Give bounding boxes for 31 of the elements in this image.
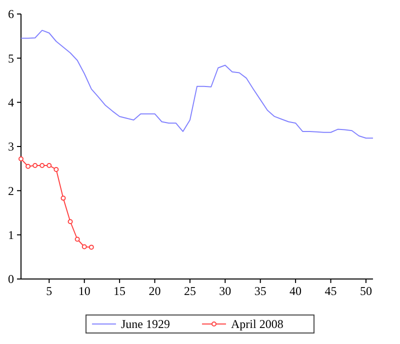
y-tick-label: 1 — [8, 228, 14, 242]
x-tick-label: 15 — [114, 284, 126, 298]
x-tick-label: 30 — [219, 284, 232, 298]
x-tick-label: 5 — [46, 284, 52, 298]
point — [40, 162, 45, 168]
x-tick-label: 10 — [78, 284, 90, 298]
y-tick-label: 3 — [8, 140, 14, 154]
x-tick-label: 50 — [360, 284, 372, 298]
point — [54, 166, 59, 172]
point — [18, 156, 24, 162]
point — [82, 244, 87, 250]
point — [88, 244, 94, 250]
point — [68, 219, 73, 224]
y-tick-label: 2 — [8, 184, 14, 198]
point — [74, 236, 80, 242]
point — [60, 196, 66, 201]
x-tick-label: 40 — [290, 284, 302, 298]
point — [26, 164, 31, 169]
y-tick-label: 4 — [8, 96, 14, 110]
line-series — [20, 30, 374, 139]
x-tick-label: 20 — [148, 284, 161, 298]
point — [32, 162, 38, 168]
y-tick-label: 5 — [8, 51, 14, 66]
x-tick-label: 25 — [184, 284, 196, 298]
legend-label: April 2008 — [231, 317, 284, 331]
x-tick-label: 45 — [324, 284, 337, 298]
y-tick-label: 6 — [8, 7, 14, 22]
legend-label: June 1929 — [121, 317, 170, 331]
y-tick-label: 0 — [8, 272, 14, 286]
point — [46, 162, 52, 168]
x-tick-label: 35 — [254, 284, 266, 298]
